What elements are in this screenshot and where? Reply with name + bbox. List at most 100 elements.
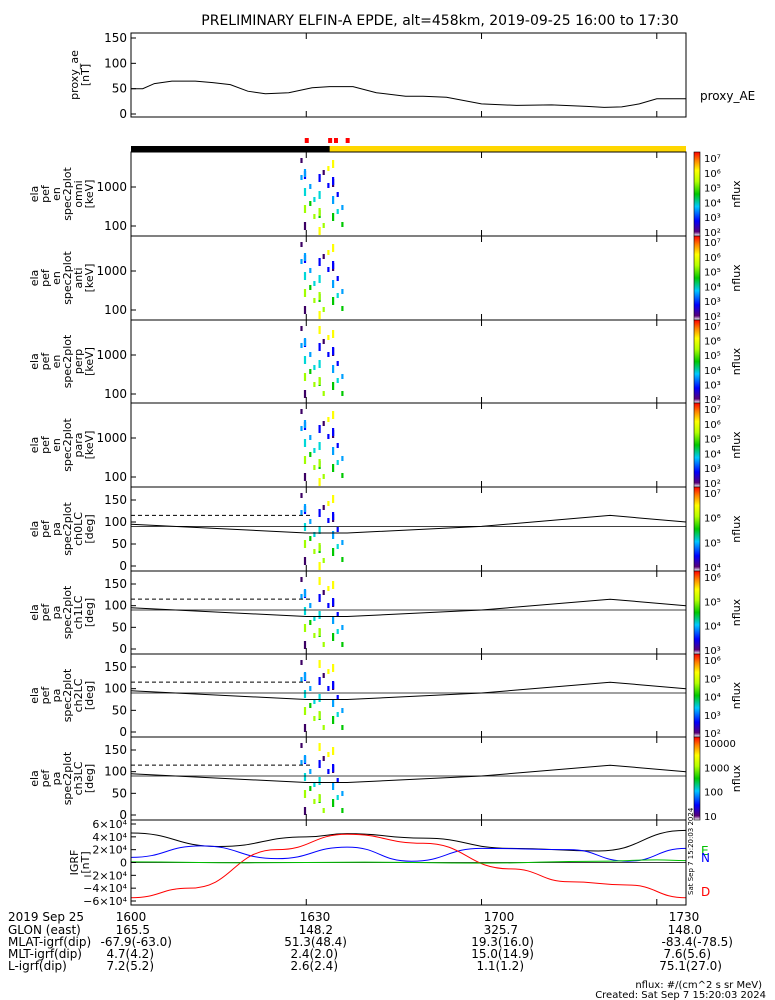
spectrogram-pixel-omni-4-4	[318, 208, 321, 216]
spectrogram-pixel-perp-4-2	[318, 343, 321, 351]
colorbar-scale-para	[693, 402, 701, 488]
spectrogram-pixel-ch3LC-1-2	[303, 790, 307, 798]
panel-ch0LC	[130, 486, 687, 572]
igrf-e-line	[130, 829, 687, 852]
y-label-omni-5: [keV]	[83, 180, 96, 209]
spectrogram-pixel-ch3LC-9-1	[341, 808, 344, 813]
spectrogram-pixel-ch1LC-1-1	[303, 607, 307, 615]
eclipse-bar	[131, 146, 330, 152]
footer-mlat-label: MLAT-igrf(dip)	[8, 935, 91, 949]
y-label-ch1LC-2: pa	[50, 606, 63, 620]
colorbar-scale-ch2LC	[693, 653, 701, 738]
spectrogram-pixel-para-7-3	[332, 411, 335, 419]
loss-cone-ch0LC	[130, 514, 687, 534]
y-tick-label-para-1: 100	[104, 470, 127, 484]
spectrogram-pixel-ch2LC-5-1	[322, 673, 325, 678]
footer-mlt-label: MLT-igrf(dip)	[8, 947, 82, 961]
footer-glon-value-1630: 148.2	[299, 923, 333, 937]
panel-para	[130, 402, 687, 488]
spectrogram-pixel-omni-3-0	[313, 197, 316, 202]
y-tick-label-proxy_ae-0: 150	[104, 31, 127, 45]
spectrogram-pixel-ch3LC-4-4	[318, 794, 321, 802]
colorbar-tick-ch3LC-0: 10000	[704, 739, 736, 750]
colorbar-tick-anti-0: 10⁷	[704, 238, 721, 249]
spectrogram-pixel-anti-7-2	[332, 297, 335, 305]
colorbar-tick-ch0LC-2: 10⁵	[704, 538, 721, 549]
panel-frame-ch3LC	[130, 736, 687, 821]
spectrogram-pixel-omni-1-4	[303, 169, 307, 177]
y-tick-label-ch0LC-1: 100	[104, 515, 127, 529]
footer-mlt-value-1630: 2.4(2.0)	[290, 947, 338, 961]
spectrogram-pixel-ch1LC-9-1	[341, 642, 344, 647]
spectrogram-pixel-ch3LC-3-1	[313, 799, 316, 804]
spectrogram-pixel-ch3LC-6-0	[327, 752, 330, 757]
spectrogram-pixel-ch2LC-7-4	[332, 681, 335, 689]
spectrogram-pixel-anti-7-3	[332, 244, 335, 252]
spectrogram-pixel-ch0LC-1-3	[303, 557, 307, 565]
colorbar-tick-ch1LC-2: 10⁴	[704, 622, 721, 633]
spectrogram-pixel-anti-8-0	[336, 276, 339, 281]
units-note: nflux: #/(cm^2 s sr MeV)	[635, 980, 762, 991]
spectrogram-pixel-ch2LC-8-0	[336, 695, 339, 700]
y-tick-label-ch0LC-0: 150	[104, 493, 127, 507]
spectrogram-pixel-ch3LC-5-1	[322, 756, 325, 761]
spectrogram-pixel-ch3LC-6-1	[327, 769, 330, 774]
spectrogram-pixel-ch3LC-0-0	[300, 743, 303, 748]
colorbar-tick-ch0LC-3: 10⁴	[704, 563, 721, 574]
footer-l-value-1730: 75.1(27.0)	[659, 959, 722, 973]
y-tick-label-anti-1: 100	[104, 303, 127, 317]
spectrogram-pixel-ch2LC-2-1	[309, 703, 312, 708]
colorbar-label-anti: nflux	[730, 264, 743, 292]
colorbar-tick-ch2LC-3: 10³	[704, 711, 721, 722]
spectrogram-pixel-ch1LC-4-1	[318, 577, 321, 585]
spectrogram-pixel-anti-4-3	[318, 275, 321, 283]
spectrogram-pixel-ch2LC-3-1	[313, 716, 316, 721]
spectrogram-pixel-ch3LC-4-1	[318, 743, 321, 751]
igrf-n-line	[130, 845, 687, 862]
spectrogram-pixel-ch0LC-1-4	[303, 504, 307, 512]
y-label-perp-2: en	[50, 355, 63, 369]
spectrogram-pixel-para-6-0	[327, 417, 330, 422]
panel-ch1LC	[130, 570, 687, 655]
colorbar-omni	[693, 151, 701, 237]
spectrogram-pixel-ch1LC-5-1	[322, 590, 325, 595]
y-label-ch0LC-0: ela	[28, 521, 41, 538]
spectrogram-pixel-anti-8-1	[336, 293, 339, 298]
y-tick-label-igrf-2: 2×10⁴	[92, 844, 127, 857]
y-label-proxy_ae-1: [nT]	[79, 64, 92, 86]
panel-igrf	[130, 819, 687, 906]
spectrogram-pixel-ch0LC-2-1	[309, 536, 312, 541]
spectrogram-pixel-ch2LC-9-0	[341, 708, 344, 713]
spectrogram-pixel-ch2LC-0-1	[300, 677, 303, 682]
colorbar-tick-perp-5: 10²	[704, 395, 721, 406]
spectrogram-pixel-para-8-1	[336, 460, 339, 465]
spectrogram-pixel-anti-6-0	[327, 250, 330, 255]
series-label-proxy-ae: proxy_AE	[700, 89, 755, 103]
y-tick-label-ch2LC-2: 50	[112, 703, 127, 717]
colorbar-tick-ch2LC-1: 10⁵	[704, 674, 721, 685]
spectrogram-pixel-perp-8-1	[336, 378, 339, 383]
footer-date-label: 2019 Sep 25	[8, 910, 84, 924]
spectrogram-pixel-perp-3-1	[313, 382, 316, 387]
y-label-ch2LC-0: ela	[28, 687, 41, 704]
panel-frame-ch1LC	[130, 570, 687, 655]
spectrogram-pixel-omni-6-0	[327, 166, 330, 171]
spectrogram-pixel-para-2-1	[309, 452, 312, 457]
y-tick-label-omni-0: 1000	[96, 180, 127, 194]
colorbar-label-omni: nflux	[730, 180, 743, 208]
spectrogram-pixel-omni-4-1	[318, 227, 321, 235]
colorbars-layer: 10⁷10⁶10⁵10⁴10³10²nflux10⁷10⁶10⁵10⁴10³10…	[693, 151, 743, 823]
y-label-perp-3: spec2plot	[61, 334, 74, 388]
spectrogram-pixel-para-7-1	[332, 447, 335, 455]
y-label-ch1LC-0: ela	[28, 604, 41, 621]
colorbar-label-perp: nflux	[730, 347, 743, 375]
footer-date-value-1700: 1700	[484, 910, 515, 924]
spectrogram-pixel-ch1LC-7-2	[332, 633, 335, 641]
spectrogram-pixel-ch2LC-2-0	[309, 686, 312, 691]
spectrogram-pixel-perp-8-0	[336, 361, 339, 366]
spectrogram-pixel-perp-0-0	[300, 326, 303, 331]
spectrogram-pixel-perp-1-4	[303, 338, 307, 346]
y-label-anti-4: anti	[72, 267, 85, 288]
spectrogram-pixel-omni-7-4	[332, 177, 335, 185]
